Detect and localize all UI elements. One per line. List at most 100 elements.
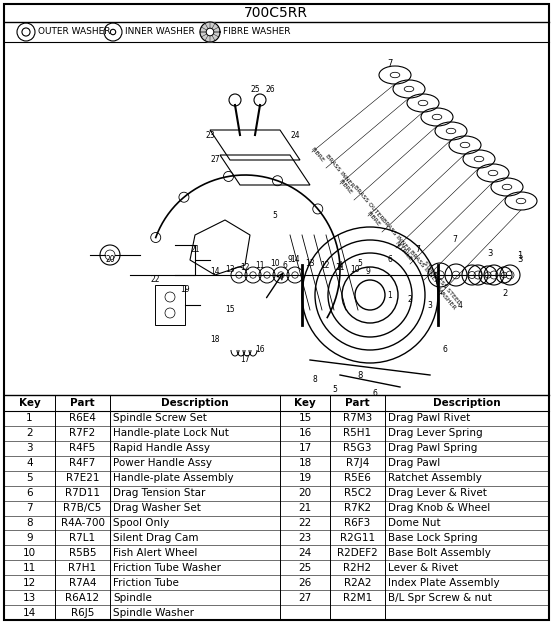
- Text: 15: 15: [225, 306, 235, 314]
- Text: R7K2: R7K2: [344, 503, 371, 513]
- Text: 11: 11: [23, 563, 36, 573]
- Text: R7F2: R7F2: [69, 429, 96, 439]
- Text: 1: 1: [518, 250, 523, 260]
- Text: BRASS INNER: BRASS INNER: [324, 154, 354, 188]
- Text: 2: 2: [408, 296, 413, 305]
- Text: Handle-plate Assembly: Handle-plate Assembly: [113, 473, 233, 483]
- Text: 4: 4: [457, 301, 462, 310]
- Text: 700C5RR: 700C5RR: [244, 6, 308, 20]
- Text: Dome Nut: Dome Nut: [388, 518, 441, 528]
- Text: 19: 19: [299, 473, 312, 483]
- Text: R5H1: R5H1: [343, 429, 372, 439]
- Text: 5: 5: [358, 258, 362, 268]
- Text: Spool Only: Spool Only: [113, 518, 169, 528]
- Text: 27: 27: [210, 155, 220, 165]
- Text: R5G3: R5G3: [343, 443, 372, 453]
- Text: Handle-plate Lock Nut: Handle-plate Lock Nut: [113, 429, 229, 439]
- Text: 1: 1: [388, 291, 393, 300]
- Text: Drag Pawl Spring: Drag Pawl Spring: [388, 443, 477, 453]
- Text: 13: 13: [225, 265, 235, 273]
- Text: Friction Tube Washer: Friction Tube Washer: [113, 563, 221, 573]
- Text: Drag Lever & Rivet: Drag Lever & Rivet: [388, 488, 487, 498]
- Text: Drag Pawl: Drag Pawl: [388, 458, 440, 468]
- Text: 9: 9: [366, 266, 371, 276]
- Text: WASHER: WASHER: [436, 287, 457, 311]
- Text: 8: 8: [312, 376, 317, 384]
- Text: 5: 5: [332, 386, 337, 394]
- Text: Silent Drag Cam: Silent Drag Cam: [113, 533, 199, 543]
- Text: 6: 6: [442, 346, 447, 354]
- Text: Part: Part: [70, 398, 95, 408]
- Text: 13: 13: [305, 258, 315, 268]
- Text: 22: 22: [150, 276, 160, 285]
- Text: 14: 14: [23, 608, 36, 618]
- Text: 16: 16: [299, 429, 312, 439]
- Text: R7M3: R7M3: [343, 414, 372, 424]
- Text: 5: 5: [26, 473, 33, 483]
- Text: Ratchet Assembly: Ratchet Assembly: [388, 473, 482, 483]
- Text: 4: 4: [337, 260, 342, 270]
- Text: 17: 17: [240, 356, 250, 364]
- Text: 16: 16: [255, 346, 265, 354]
- Text: 6: 6: [373, 389, 378, 397]
- Text: 25: 25: [299, 563, 312, 573]
- Text: Spindle: Spindle: [113, 593, 152, 603]
- Text: R2A2: R2A2: [344, 578, 371, 588]
- Text: 14: 14: [290, 255, 300, 265]
- Text: 1: 1: [26, 414, 33, 424]
- Circle shape: [206, 28, 214, 36]
- Text: 8: 8: [357, 371, 363, 379]
- Text: 23: 23: [299, 533, 312, 543]
- Text: Drag Washer Set: Drag Washer Set: [113, 503, 201, 513]
- Text: BRASS INNER: BRASS INNER: [408, 250, 439, 285]
- Text: 9: 9: [26, 533, 33, 543]
- Text: Rapid Handle Assy: Rapid Handle Assy: [113, 443, 210, 453]
- Text: 7: 7: [387, 59, 393, 67]
- Polygon shape: [200, 22, 220, 42]
- Text: 10: 10: [23, 548, 36, 558]
- Text: R2G11: R2G11: [340, 533, 375, 543]
- Text: 19: 19: [180, 286, 190, 295]
- Text: 24: 24: [290, 130, 300, 140]
- Text: 6: 6: [388, 255, 393, 265]
- Text: 25: 25: [250, 85, 260, 94]
- Text: Index Plate Assembly: Index Plate Assembly: [388, 578, 499, 588]
- Text: Base Bolt Assembly: Base Bolt Assembly: [388, 548, 491, 558]
- Text: R6F3: R6F3: [345, 518, 371, 528]
- Text: Key: Key: [294, 398, 316, 408]
- Text: Description: Description: [433, 398, 501, 408]
- Text: BRASS OUTER: BRASS OUTER: [352, 185, 384, 222]
- Text: 26: 26: [299, 578, 312, 588]
- Text: B/L Spr Screw & nut: B/L Spr Screw & nut: [388, 593, 492, 603]
- Text: FIBRE: FIBRE: [366, 210, 382, 228]
- Text: 18: 18: [210, 336, 220, 344]
- Text: 10: 10: [270, 258, 280, 268]
- Text: R7B/C5: R7B/C5: [63, 503, 102, 513]
- Text: Base Lock Spring: Base Lock Spring: [388, 533, 478, 543]
- Text: 26: 26: [265, 85, 275, 94]
- Text: OUTER WASHER: OUTER WASHER: [38, 27, 111, 36]
- Text: Lever & Rivet: Lever & Rivet: [388, 563, 458, 573]
- Text: Fish Alert Wheel: Fish Alert Wheel: [113, 548, 197, 558]
- Text: R7A4: R7A4: [69, 578, 96, 588]
- Text: R7H1: R7H1: [69, 563, 97, 573]
- Text: Spindle Screw Set: Spindle Screw Set: [113, 414, 207, 424]
- Text: 3: 3: [517, 255, 523, 265]
- Text: Key: Key: [19, 398, 40, 408]
- Text: 12: 12: [320, 260, 330, 270]
- Text: R5C2: R5C2: [343, 488, 372, 498]
- Text: 3: 3: [487, 248, 493, 258]
- Text: R6J5: R6J5: [71, 608, 94, 618]
- Text: Drag Knob & Wheel: Drag Knob & Wheel: [388, 503, 491, 513]
- Text: 21: 21: [190, 245, 200, 255]
- Text: R4A-700: R4A-700: [60, 518, 105, 528]
- Text: 18: 18: [299, 458, 312, 468]
- Text: 4: 4: [26, 458, 33, 468]
- Text: 11: 11: [335, 263, 345, 271]
- Text: 8: 8: [26, 518, 33, 528]
- Text: Power Handle Assy: Power Handle Assy: [113, 458, 212, 468]
- Text: INNER WASHER: INNER WASHER: [125, 27, 195, 36]
- Text: 21: 21: [299, 503, 312, 513]
- Text: 20: 20: [299, 488, 311, 498]
- Text: 2: 2: [26, 429, 33, 439]
